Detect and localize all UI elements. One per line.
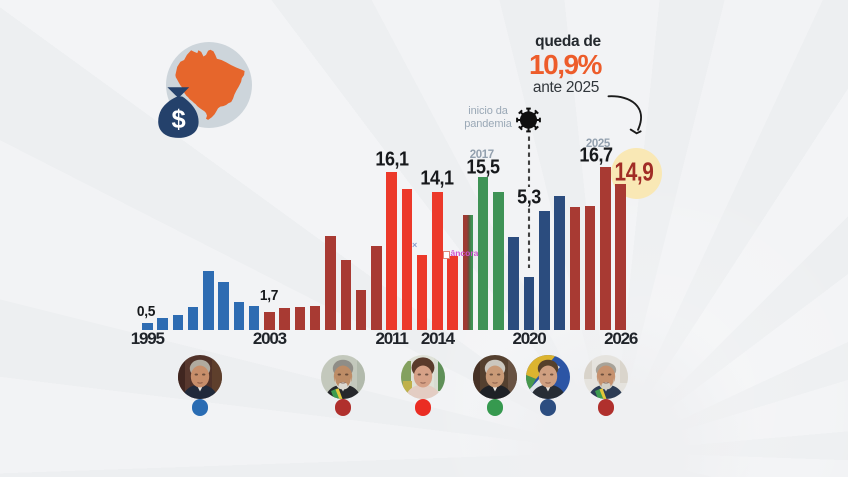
svg-text:$: $	[172, 106, 186, 134]
